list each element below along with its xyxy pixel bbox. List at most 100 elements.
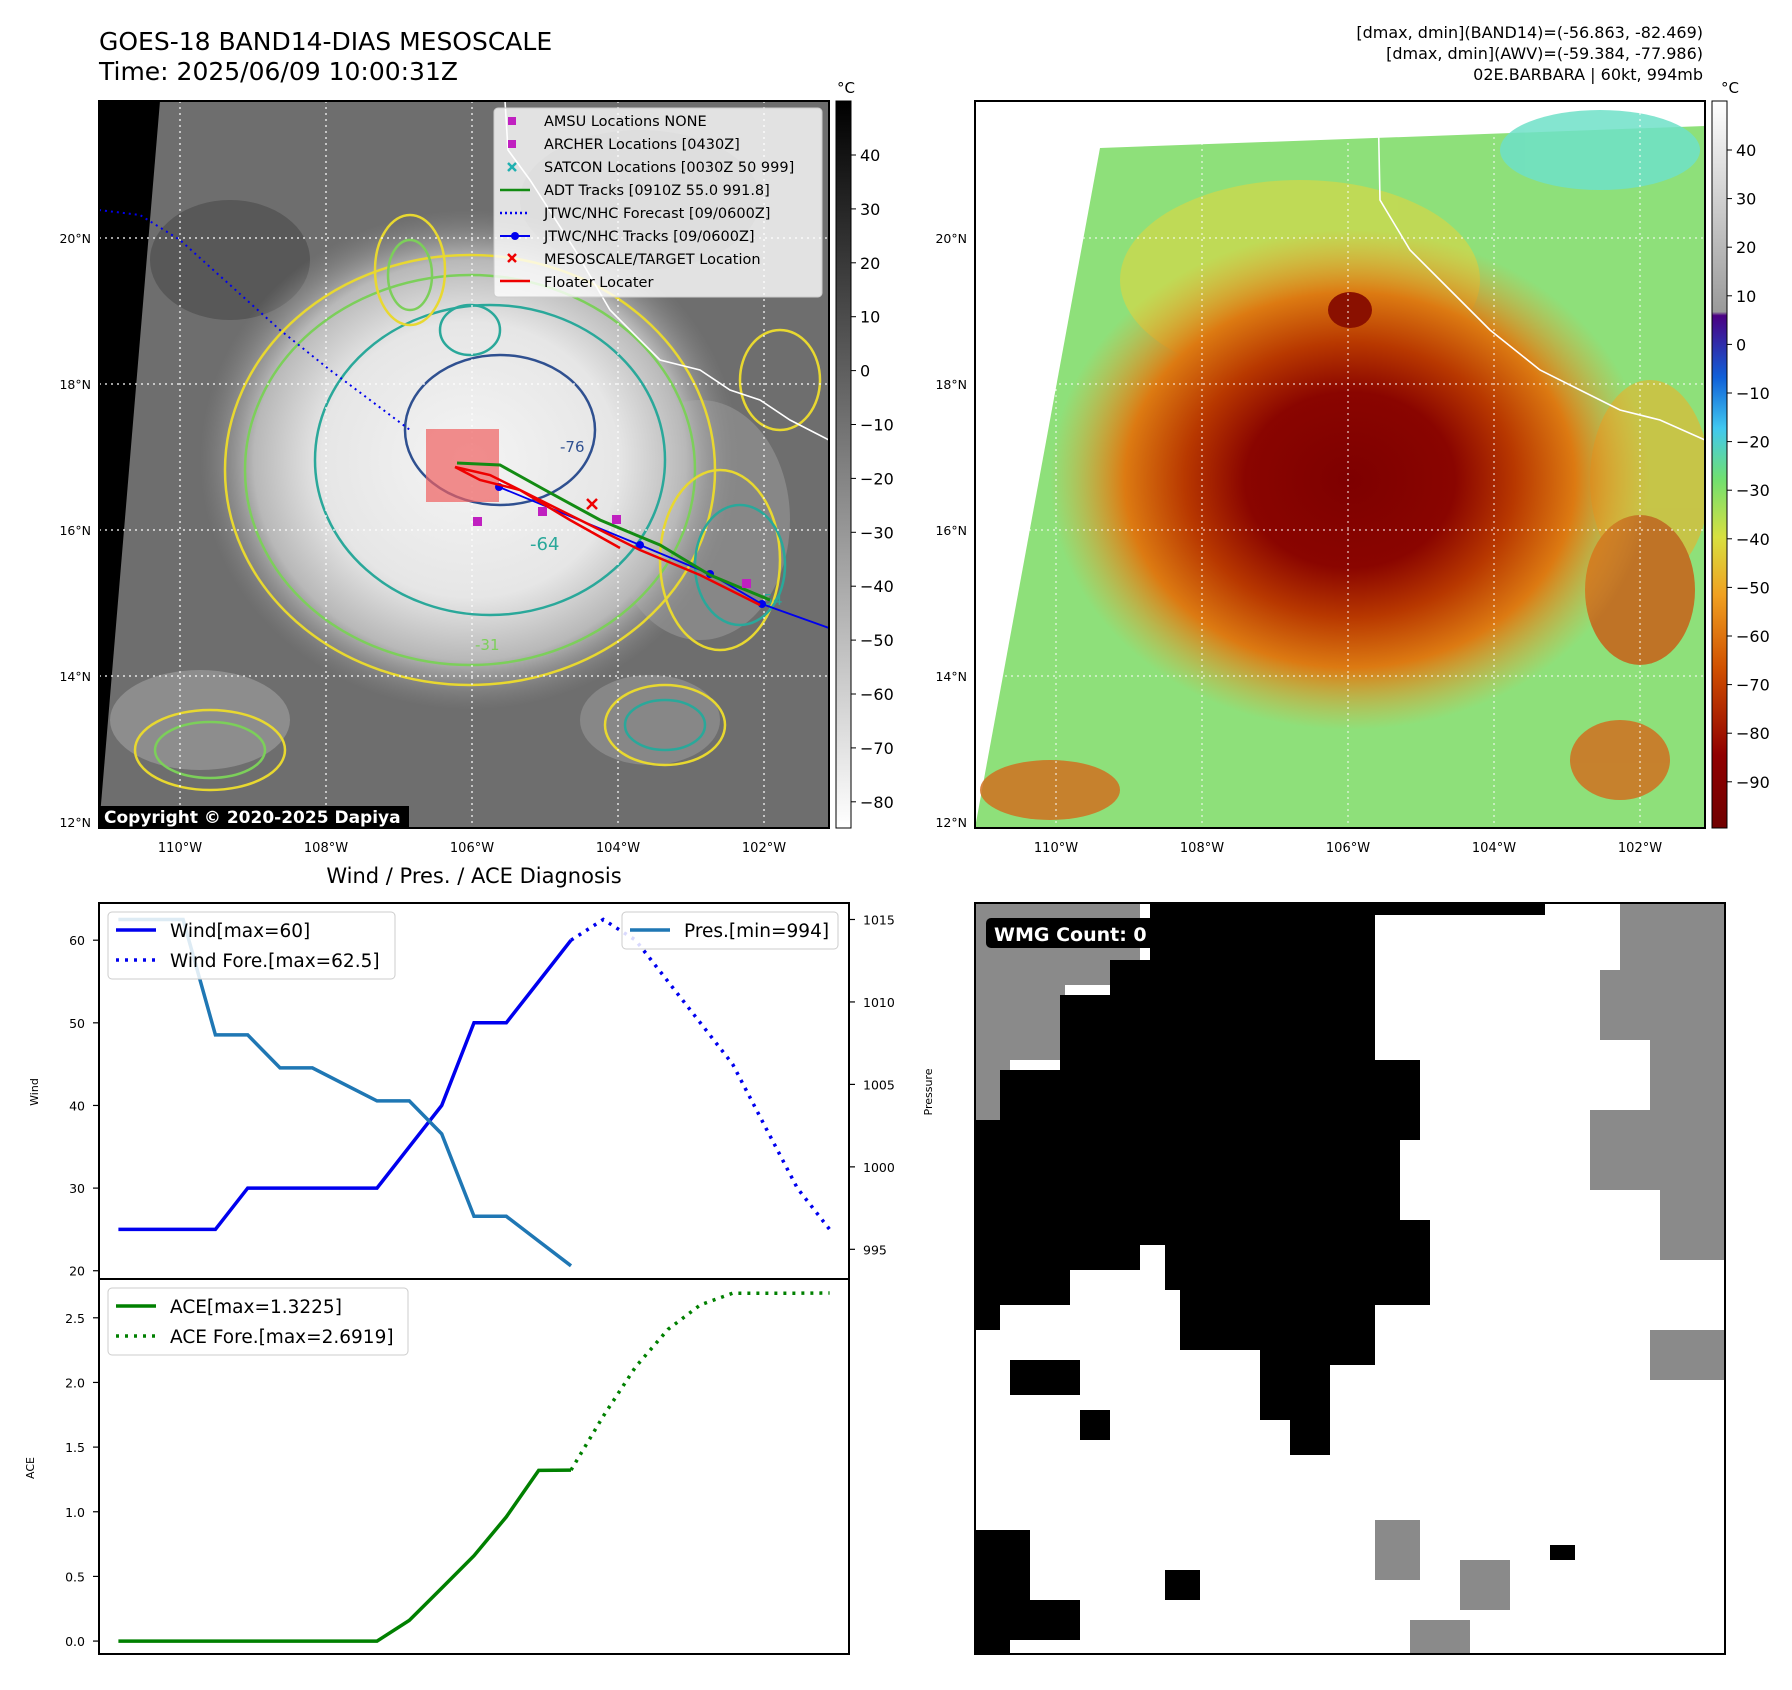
ir-colorbar-tick-label: −70 — [860, 739, 894, 758]
pressure-axis-tick-label: 1005 — [863, 1077, 895, 1092]
wv-satellite-map: 20°N 18°N 16°N 14°N 12°N 110°W 108°W 106… — [935, 100, 1706, 856]
archer-markers — [473, 507, 751, 588]
wv-colorbar-tick-label: 40 — [1736, 141, 1756, 160]
ir-colorbar-tick-label: 10 — [860, 308, 880, 327]
wv-colorbar: °C 40 30 20 10 0 −10 −20 −30 −40 −50 −60 −70 −80 −90 — [1711, 79, 1770, 829]
pressure-axis-label: Pressure — [922, 1068, 935, 1115]
wv-colorbar-tick-label: −90 — [1736, 773, 1770, 792]
wv-colorbar-tick-label: −60 — [1736, 627, 1770, 646]
wmg-panel: WMG Count: 0 — [974, 902, 1726, 1655]
wind-axis-tick-label: 40 — [69, 1098, 85, 1113]
wv-lon-110w: 110°W — [1034, 841, 1078, 856]
wv-colorbar-tick-label: −40 — [1736, 530, 1770, 549]
wv-colorbar-tick-label: 10 — [1736, 287, 1756, 306]
series-wind-fore-max-62-5- — [570, 917, 831, 1231]
wv-lon-102w: 102°W — [1618, 841, 1662, 856]
legend-target: MESOSCALE/TARGET Location — [544, 252, 761, 268]
contour-label-64: -64 — [530, 534, 559, 555]
ace-axis-tick-label: 1.0 — [65, 1505, 85, 1520]
ir-colorbar-tick-label: 0 — [860, 362, 870, 381]
ir-colorbar-tick-label: −50 — [860, 631, 894, 650]
legend-archer: ARCHER Locations [0430Z] — [544, 137, 740, 153]
ir-colorbar-tick-label: −40 — [860, 577, 894, 596]
legend-adt: ADT Tracks [0910Z 55.0 991.8] — [544, 183, 770, 199]
wv-colorbar-tick-label: −70 — [1736, 676, 1770, 695]
ace-axis-label: ACE — [24, 1457, 37, 1479]
legend-ace-fore: ACE Fore.[max=2.6919] — [170, 1327, 394, 1348]
ir-lat-12n: 12°N — [59, 815, 91, 830]
wind-legend: Wind[max=60] Wind Fore.[max=62.5] — [107, 911, 396, 980]
legend-floater: Floater Locater — [544, 275, 653, 291]
ir-lon-104w: 104°W — [596, 841, 640, 856]
ir-colorbar-unit: °C — [837, 79, 855, 97]
wv-lat-20n: 20°N — [935, 231, 967, 246]
wv-lon-108w: 108°W — [1180, 841, 1224, 856]
ir-lon-106w: 106°W — [450, 841, 494, 856]
ir-lat-18n: 18°N — [59, 377, 91, 392]
wv-colorbar-tick-label: −80 — [1736, 724, 1770, 743]
series-wind-max-60- — [118, 939, 573, 1232]
wind-pressure-panel: 20 30 40 50 60 995 1000 1005 1010 1015 Wind Pres… — [28, 902, 935, 1280]
wv-lat-16n: 16°N — [935, 523, 967, 538]
legend-amsu: AMSU Locations NONE — [544, 114, 707, 130]
wind-axis-tick-label: 20 — [69, 1264, 85, 1279]
wv-lat-18n: 18°N — [935, 377, 967, 392]
legend-wind: Wind[max=60] — [170, 921, 310, 942]
ir-colorbar-tick-label: −60 — [860, 685, 894, 704]
ir-colorbar-tick-label: 30 — [860, 200, 880, 219]
wind-axis-tick-label: 50 — [69, 1016, 85, 1031]
dmax-band14-info: [dmax, dmin](BAND14)=(-56.863, -82.469) — [1356, 23, 1703, 42]
wind-axis-tick-label: 30 — [69, 1181, 85, 1196]
wv-colorbar-unit: °C — [1721, 79, 1739, 97]
pressure-axis-tick-label: 1000 — [863, 1160, 895, 1175]
ir-map-legend: AMSU Locations NONE ARCHER Locations [04… — [493, 107, 823, 298]
jtwc-forecast-track — [99, 209, 411, 431]
wv-colorbar-tick-label: 20 — [1736, 238, 1756, 257]
wv-colorbar-tick-label: 0 — [1736, 335, 1746, 354]
ace-panel: 0.0 0.5 1.0 1.5 2.0 2.5 ACE ACE[max=1.3225] A… — [24, 1278, 850, 1655]
ace-axis-tick-label: 2.0 — [65, 1375, 85, 1390]
ir-satellite-map: -31 -54 -64 -76 — [59, 100, 830, 856]
ir-lon-110w: 110°W — [158, 841, 202, 856]
figure-title-line2: Time: 2025/06/09 10:00:31Z — [98, 57, 458, 86]
pressure-axis-tick-label: 1015 — [863, 912, 895, 927]
ir-colorbar: °C 40 30 20 10 0 −10 −20 −30 −40 −50 −60 −70 −80 — [835, 79, 894, 829]
pressure-legend: Pres.[min=994] — [621, 911, 839, 950]
contour-label-31: -31 — [475, 636, 500, 654]
series-ace-fore-max-2-6919- — [569, 1291, 830, 1471]
wv-colorbar-tick-label: −20 — [1736, 433, 1770, 452]
target-markers — [586, 498, 598, 510]
wmg-count-label: WMG Count: 0 — [994, 924, 1147, 946]
ir-colorbar-tick-label: −10 — [860, 416, 894, 435]
wv-storm-core — [1050, 230, 1650, 730]
wv-lon-106w: 106°W — [1326, 841, 1370, 856]
ir-colorbar-tick-label: −80 — [860, 793, 894, 812]
legend-satcon: SATCON Locations [0030Z 50 999] — [544, 160, 794, 176]
floater-track — [454, 465, 761, 607]
storm-info: 02E.BARBARA | 60kt, 994mb — [1473, 65, 1703, 84]
diagnosis-title: Wind / Pres. / ACE Diagnosis — [326, 864, 621, 888]
dmax-awv-info: [dmax, dmin](AWV)=(-59.384, -77.986) — [1386, 44, 1703, 63]
series-ace-max-1-3225- — [118, 1468, 572, 1643]
ace-axis-tick-label: 1.5 — [65, 1440, 85, 1455]
ace-legend: ACE[max=1.3225] ACE Fore.[max=2.6919] — [107, 1287, 409, 1356]
legend-pressure: Pres.[min=994] — [684, 921, 829, 942]
adt-track — [456, 461, 771, 602]
wind-axis-label: Wind — [28, 1078, 41, 1106]
wv-colorbar-tick-label: −10 — [1736, 384, 1770, 403]
wv-lat-12n: 12°N — [935, 815, 967, 830]
ir-lat-14n: 14°N — [59, 669, 91, 684]
legend-jtwc-tracks: JTWC/NHC Tracks [09/0600Z] — [543, 229, 755, 245]
ir-lat-20n: 20°N — [59, 231, 91, 246]
ace-axis-tick-label: 0.0 — [65, 1634, 85, 1649]
ir-colorbar-tick-label: −30 — [860, 523, 894, 542]
ir-colorbar-tick-label: 20 — [860, 254, 880, 273]
wv-colorbar-tick-label: 30 — [1736, 190, 1756, 209]
pressure-axis-tick-label: 1010 — [863, 995, 895, 1010]
wv-lat-14n: 14°N — [935, 669, 967, 684]
ace-axis-tick-label: 2.5 — [65, 1311, 85, 1326]
ir-lon-102w: 102°W — [742, 841, 786, 856]
ir-colorbar-tick-label: 40 — [860, 146, 880, 165]
ace-axis-tick-label: 0.5 — [65, 1569, 85, 1584]
contour-label-76: -76 — [560, 438, 585, 456]
